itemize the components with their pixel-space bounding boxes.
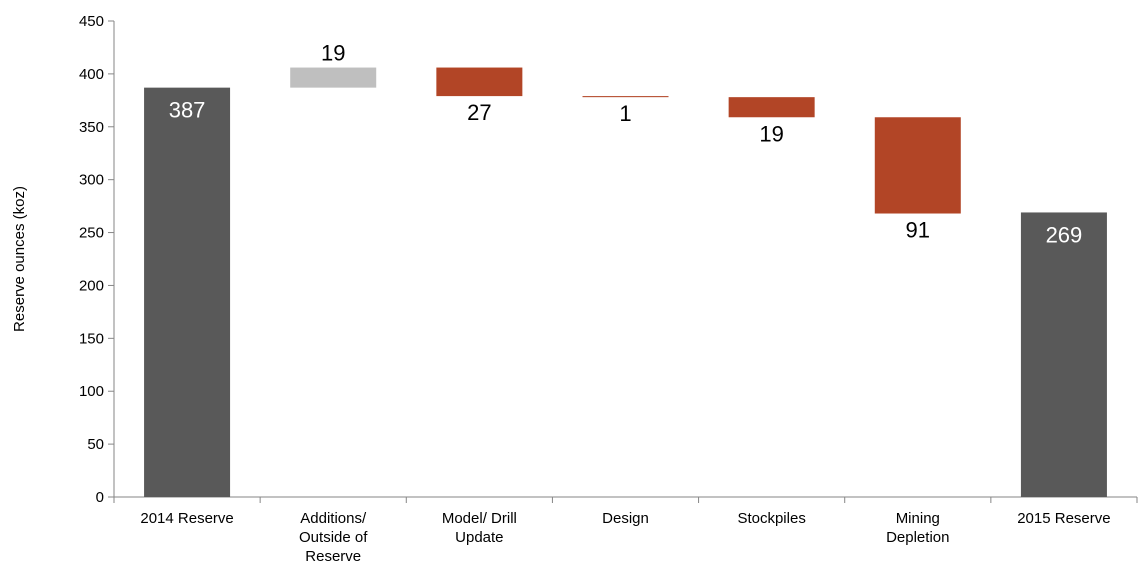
y-tick-label: 200: [79, 277, 104, 294]
x-category-label: 2014 Reserve: [140, 510, 233, 527]
bar-increase: [290, 67, 377, 88]
x-category-label-line: Mining: [896, 510, 940, 527]
y-axis-title: Reserve ounces (koz): [11, 186, 28, 332]
x-category-label-line: Outside of: [299, 529, 368, 546]
x-category-label-line: Additions/: [300, 510, 367, 527]
y-tick-label: 250: [79, 225, 104, 242]
bar-total: [144, 87, 231, 497]
y-tick-label: 400: [79, 66, 104, 83]
y-tick-label: 450: [79, 13, 104, 30]
y-tick-label: 50: [87, 436, 104, 453]
data-label: 19: [321, 41, 345, 66]
bar-decrease: [582, 96, 669, 98]
y-tick-label: 350: [79, 119, 104, 136]
x-category-label: Mining Depletion: [886, 510, 949, 546]
x-category-label-line: Depletion: [886, 529, 949, 546]
x-category-label-line: 2014 Reserve: [140, 510, 233, 527]
data-label: 387: [169, 98, 206, 123]
x-category-label-line: Update: [455, 529, 503, 546]
data-label: 91: [906, 218, 930, 243]
y-tick-label: 0: [96, 489, 104, 506]
x-category-label: Stockpiles: [737, 510, 805, 527]
y-tick-label: 300: [79, 172, 104, 189]
bar-decrease: [436, 67, 523, 97]
x-category-label: Additions/Outside of Reserve: [299, 510, 368, 565]
data-label: 27: [467, 100, 491, 125]
x-category-label: 2015 Reserve: [1017, 510, 1110, 527]
x-category-label-line: Model/ Drill: [442, 510, 517, 527]
y-tick-label: 150: [79, 330, 104, 347]
bar-decrease: [874, 117, 961, 214]
data-label: 19: [759, 121, 783, 146]
x-category-label: Design: [602, 510, 649, 527]
x-category-label-line: Design: [602, 510, 649, 527]
bar-total: [1020, 212, 1107, 498]
data-label: 1: [619, 101, 631, 126]
x-category-label-line: Reserve: [305, 548, 361, 565]
bar-decrease: [728, 97, 815, 118]
x-category-label-line: Stockpiles: [737, 510, 805, 527]
x-category-label: Model/ Drill Update: [442, 510, 517, 546]
data-label: 269: [1046, 222, 1083, 247]
x-category-label-line: 2015 Reserve: [1017, 510, 1110, 527]
y-tick-label: 100: [79, 383, 104, 400]
